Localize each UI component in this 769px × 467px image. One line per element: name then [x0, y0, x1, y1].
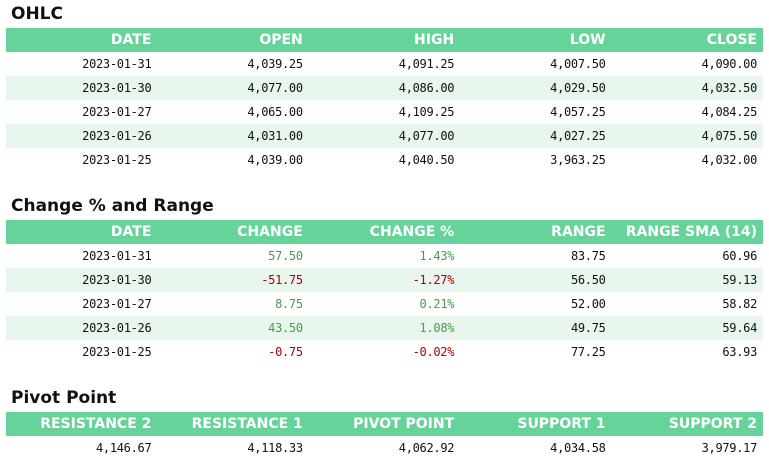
header-support-1: SUPPORT 1 [460, 412, 612, 436]
change-cell: -0.75 [268, 345, 303, 359]
low-cell: 4,027.25 [460, 124, 612, 148]
change-cell: -51.75 [157, 268, 309, 292]
change-percent-cell: 0.21% [419, 297, 455, 311]
change-header-row: DATE CHANGE CHANGE % RANGE RANGE SMA (14… [6, 220, 763, 244]
change-percent-cell: -0.02% [412, 345, 455, 359]
table-row: 2023-01-27 8.75 0.21% 52.00 58.82 [6, 292, 763, 316]
table-row: 2023-01-30 4,077.00 4,086.00 4,029.50 4,… [6, 76, 763, 100]
range-cell: 56.50 [460, 268, 612, 292]
header-change-percent: CHANGE % [308, 220, 461, 244]
range-cell: 83.75 [570, 249, 606, 263]
resistance-2-cell: 4,146.67 [95, 441, 152, 455]
header-range-sma: RANGE SMA (14) [611, 220, 763, 244]
support-2-cell: 3,979.17 [701, 441, 758, 455]
header-support-2: SUPPORT 2 [611, 412, 763, 436]
table-row: 2023-01-26 43.50 1.08% 49.75 59.64 [6, 316, 763, 340]
range-sma-cell: 60.96 [722, 249, 757, 263]
low-cell: 4,007.50 [550, 57, 606, 71]
range-cell: 49.75 [460, 316, 612, 340]
table-row: 2023-01-27 4,065.00 4,109.25 4,057.25 4,… [6, 100, 763, 124]
change-percent-cell: 1.43% [419, 249, 455, 263]
date-cell: 2023-01-30 [6, 268, 158, 292]
date-cell: 2023-01-26 [6, 124, 158, 148]
high-cell: 4,077.00 [308, 124, 461, 148]
pivot-point-section: Pivot Point RESISTANCE 2 RESISTANCE 1 PI… [6, 388, 763, 460]
open-cell: 4,065.00 [247, 105, 303, 119]
date-cell: 2023-01-31 [82, 249, 152, 263]
range-sma-cell: 59.13 [611, 268, 763, 292]
close-cell: 4,084.25 [701, 105, 758, 119]
ohlc-title: OHLC [11, 4, 63, 24]
pivot-point-title: Pivot Point [11, 388, 117, 408]
header-pivot-point: PIVOT POINT [308, 412, 461, 436]
header-range: RANGE [460, 220, 612, 244]
date-cell: 2023-01-30 [6, 76, 158, 100]
change-cell: 57.50 [268, 249, 303, 263]
range-sma-cell: 59.64 [611, 316, 763, 340]
range-sma-cell: 63.93 [722, 345, 757, 359]
ohlc-header-row: DATE OPEN HIGH LOW CLOSE [6, 28, 763, 52]
date-cell: 2023-01-25 [82, 345, 152, 359]
table-row: 2023-01-26 4,031.00 4,077.00 4,027.25 4,… [6, 124, 763, 148]
range-cell: 77.25 [570, 345, 606, 359]
pivot-point-table: RESISTANCE 2 RESISTANCE 1 PIVOT POINT SU… [6, 412, 763, 460]
date-cell: 2023-01-31 [82, 57, 152, 71]
date-cell: 2023-01-25 [82, 153, 152, 167]
close-cell: 4,075.50 [611, 124, 763, 148]
support-1-cell: 4,034.58 [550, 441, 606, 455]
change-range-title: Change % and Range [11, 196, 214, 216]
close-cell: 4,032.50 [611, 76, 763, 100]
high-cell: 4,086.00 [308, 76, 461, 100]
header-change: CHANGE [157, 220, 309, 244]
range-cell: 52.00 [570, 297, 606, 311]
change-percent-cell: -1.27% [308, 268, 461, 292]
open-cell: 4,031.00 [157, 124, 309, 148]
low-cell: 3,963.25 [550, 153, 606, 167]
high-cell: 4,040.50 [398, 153, 455, 167]
low-cell: 4,057.25 [550, 105, 606, 119]
table-row: 4,146.67 4,118.33 4,062.92 4,034.58 3,97… [6, 436, 763, 460]
table-row: 2023-01-31 4,039.25 4,091.25 4,007.50 4,… [6, 52, 763, 76]
ohlc-section: OHLC DATE OPEN HIGH LOW CLOSE 2023-01-31… [6, 4, 763, 172]
open-cell: 4,077.00 [157, 76, 309, 100]
header-date: DATE [6, 220, 158, 244]
pivot-header-row: RESISTANCE 2 RESISTANCE 1 PIVOT POINT SU… [6, 412, 763, 436]
ohlc-table: DATE OPEN HIGH LOW CLOSE 2023-01-31 4,03… [6, 28, 763, 172]
range-sma-cell: 58.82 [722, 297, 757, 311]
low-cell: 4,029.50 [460, 76, 612, 100]
table-row: 2023-01-25 4,039.00 4,040.50 3,963.25 4,… [6, 148, 763, 172]
close-cell: 4,090.00 [701, 57, 758, 71]
table-row: 2023-01-25 -0.75 -0.02% 77.25 63.93 [6, 340, 763, 364]
change-range-table: DATE CHANGE CHANGE % RANGE RANGE SMA (14… [6, 220, 763, 364]
header-resistance-1: RESISTANCE 1 [157, 412, 309, 436]
header-close: CLOSE [611, 28, 763, 52]
date-cell: 2023-01-26 [6, 316, 158, 340]
table-row: 2023-01-31 57.50 1.43% 83.75 60.96 [6, 244, 763, 268]
header-resistance-2: RESISTANCE 2 [6, 412, 158, 436]
header-date: DATE [6, 28, 158, 52]
high-cell: 4,091.25 [398, 57, 455, 71]
open-cell: 4,039.25 [247, 57, 303, 71]
header-high: HIGH [308, 28, 461, 52]
header-low: LOW [460, 28, 612, 52]
change-cell: 43.50 [157, 316, 309, 340]
open-cell: 4,039.00 [247, 153, 303, 167]
pivot-point-cell: 4,062.92 [398, 441, 455, 455]
table-row: 2023-01-30 -51.75 -1.27% 56.50 59.13 [6, 268, 763, 292]
header-open: OPEN [157, 28, 309, 52]
high-cell: 4,109.25 [398, 105, 455, 119]
resistance-1-cell: 4,118.33 [247, 441, 303, 455]
close-cell: 4,032.00 [701, 153, 758, 167]
change-percent-cell: 1.08% [308, 316, 461, 340]
date-cell: 2023-01-27 [82, 297, 152, 311]
change-cell: 8.75 [275, 297, 303, 311]
change-range-section: Change % and Range DATE CHANGE CHANGE % … [6, 196, 763, 364]
date-cell: 2023-01-27 [82, 105, 152, 119]
